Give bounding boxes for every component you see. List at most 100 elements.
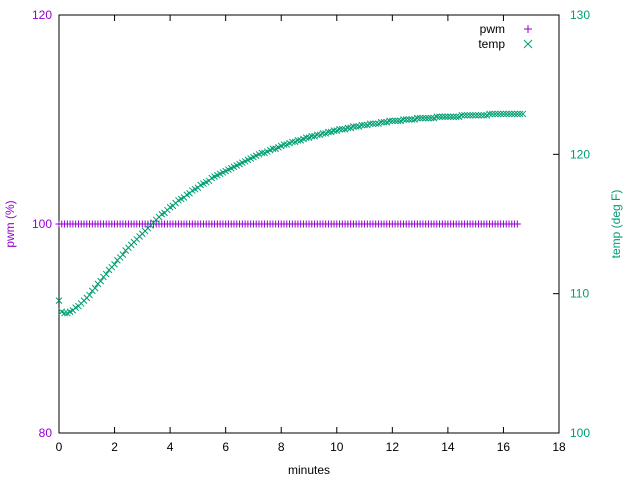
temp-point (394, 117, 402, 125)
y-axis-title: pwm (%) (3, 200, 17, 247)
x-tick-label: 10 (330, 440, 344, 454)
temp-point (400, 116, 407, 123)
temp-point (427, 114, 435, 122)
temp-point (469, 111, 477, 119)
temp-point (97, 277, 105, 285)
temp-point (486, 110, 493, 118)
x-axis-title: minutes (288, 463, 330, 477)
x-tick-label: 4 (167, 440, 174, 454)
temp-point (405, 116, 413, 123)
temp-point (358, 121, 366, 129)
x-tick-label: 2 (111, 440, 118, 454)
pwm-point (513, 220, 521, 228)
temp-point (463, 111, 471, 119)
legend-marker-temp (523, 39, 533, 49)
temp-point (380, 118, 388, 126)
y2-axis-title: temp (deg F) (609, 190, 623, 259)
legend-label-pwm: pwm (480, 22, 505, 36)
temp-point (519, 110, 527, 118)
plot-marks (55, 110, 527, 317)
temp-point (344, 124, 352, 132)
temp-point (477, 111, 485, 119)
y2-axis-ticks: 100 110 120 130 (553, 8, 590, 440)
temp-point (377, 118, 385, 126)
temp-point (447, 113, 455, 121)
temp-point (366, 120, 374, 128)
y-tick-label: 80 (39, 426, 53, 440)
temp-point (500, 110, 507, 118)
y2-tick-label: 100 (570, 426, 590, 440)
temp-point (513, 110, 521, 118)
x-tick-label: 0 (56, 440, 63, 454)
temp-point (511, 110, 518, 118)
temp-point (86, 291, 93, 299)
temp-point (502, 110, 510, 118)
y-tick-label: 100 (32, 217, 52, 231)
temp-point (408, 116, 416, 123)
temp-point (336, 125, 343, 133)
temp-point (441, 113, 449, 121)
x-tick-label: 6 (222, 440, 229, 454)
temp-point (461, 111, 468, 119)
x-tick-label: 14 (441, 440, 455, 454)
temp-point (444, 113, 452, 121)
temp-point (119, 251, 127, 259)
temp-point (494, 110, 502, 118)
temp-point (352, 123, 360, 130)
temp-point (330, 127, 338, 135)
series-temp (55, 110, 527, 317)
temp-point (350, 123, 357, 130)
x-tick-label: 12 (386, 440, 400, 454)
temp-point (472, 111, 480, 119)
temp-point (369, 120, 377, 128)
temp-point (480, 111, 488, 119)
temp-point (458, 111, 466, 119)
temp-point (372, 120, 380, 128)
y2-tick-label: 110 (570, 287, 589, 301)
series-pwm (55, 220, 521, 228)
temp-point (466, 111, 474, 119)
temp-point (413, 114, 421, 122)
temp-point (438, 113, 446, 121)
temp-point (505, 110, 513, 118)
temp-point (436, 113, 443, 121)
temp-point (452, 113, 460, 121)
temp-point (302, 134, 310, 141)
temp-point (269, 145, 277, 153)
temp-point (91, 284, 99, 292)
temp-point (416, 114, 424, 122)
temp-point (55, 297, 63, 304)
temp-point (308, 132, 316, 140)
temp-point (475, 111, 482, 119)
temp-point (288, 138, 296, 146)
temp-point (338, 125, 346, 133)
temp-point (388, 117, 396, 125)
temp-point (422, 114, 430, 122)
x-tick-label: 16 (497, 440, 511, 454)
x-axis-ticks: 0 2 4 6 8 10 12 14 16 18 (56, 15, 566, 454)
legend-marker-pwm (524, 25, 532, 33)
temp-point (419, 114, 427, 122)
temp-point (319, 130, 327, 137)
temp-point (280, 141, 288, 148)
y2-tick-label: 130 (570, 8, 590, 22)
temp-point (391, 117, 399, 125)
y-tick-label: 120 (32, 8, 52, 22)
temp-point (491, 110, 499, 118)
temp-point (497, 110, 505, 118)
temp-point (111, 261, 118, 268)
temp-point (313, 131, 321, 139)
temp-point (450, 113, 457, 121)
temp-point (325, 128, 332, 136)
temp-point (361, 121, 368, 129)
x-tick-label: 8 (278, 440, 285, 454)
temp-point (433, 113, 441, 121)
temp-point (516, 110, 524, 118)
temp-point (61, 309, 68, 317)
temp-point (508, 110, 516, 118)
temp-point (258, 149, 266, 157)
legend: pwm temp (478, 22, 533, 51)
temp-point (488, 110, 496, 118)
legend-label-temp: temp (478, 37, 505, 51)
